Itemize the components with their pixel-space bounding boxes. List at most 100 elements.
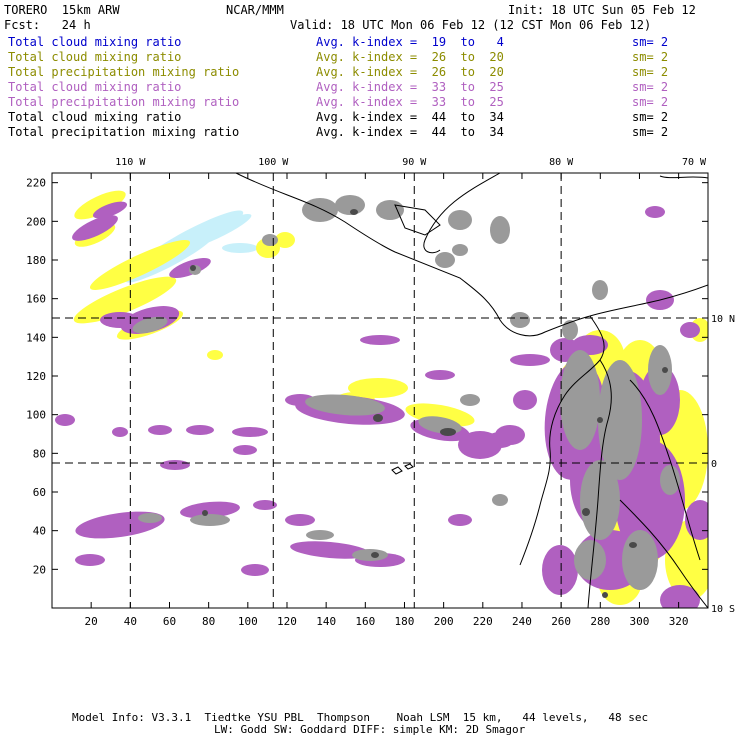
cloud-gray-area: [435, 252, 455, 268]
precip-yellow-area: [73, 276, 177, 324]
latitude-label: 10 N: [711, 314, 735, 325]
x-tick-label: 300: [630, 615, 650, 628]
precip-purple-area: [510, 354, 550, 366]
precip-purple-area: [645, 206, 665, 218]
x-tick-label: 80: [202, 615, 215, 628]
precip-yellow-area: [74, 190, 126, 220]
x-tick-label: 60: [163, 615, 176, 628]
precip-purple-area: [572, 335, 608, 355]
precip-purple-area: [100, 312, 140, 328]
x-tick-label: 240: [512, 615, 532, 628]
latitude-label: 0: [711, 459, 717, 470]
legend-k-index: Avg. k-index = 26 to 20: [316, 65, 504, 79]
precip-purple-area: [241, 564, 269, 576]
precip-purple-area: [660, 585, 700, 608]
latitude-label: 10 S: [711, 604, 735, 615]
precip-purple-area: [513, 390, 537, 410]
cloud-gray-area: [648, 345, 672, 395]
coastline-segment: [587, 359, 612, 608]
precip-purple-area: [75, 554, 105, 566]
x-tick-label: 180: [395, 615, 415, 628]
legend-smoothing: sm= 2: [632, 35, 669, 49]
legend-k-index: Avg. k-index = 26 to 20: [316, 50, 504, 64]
precip-purple-area: [253, 500, 277, 510]
legend-k-index: Avg. k-index = 33 to 25: [316, 95, 504, 109]
precip-purple-area: [685, 500, 708, 540]
coastline-segment: [404, 463, 414, 470]
y-tick-label: 100: [26, 409, 46, 422]
precip-yellow-area: [89, 240, 191, 290]
legend-smoothing: sm= 2: [632, 80, 669, 94]
coastline-segment: [629, 379, 701, 561]
cloud-gray-area: [335, 195, 365, 215]
cloud-core: [582, 508, 590, 516]
grid-lines: [52, 173, 708, 608]
precip-purple-area: [448, 514, 472, 526]
coastline-segment: [235, 173, 708, 337]
cloud-core: [350, 209, 358, 215]
cloud-light-area: [222, 243, 258, 253]
coastline-segment: [423, 173, 501, 254]
coastline-segment: [391, 466, 403, 475]
forecast-hour: Fcst: 24 h: [4, 18, 91, 32]
longitude-label: 110 W: [115, 157, 146, 168]
coastlines: [235, 173, 708, 608]
cloud-core: [662, 367, 668, 373]
legend-field: Total precipitation mixing ratio: [8, 95, 240, 109]
legend-k-index: Avg. k-index = 19 to 4: [316, 35, 504, 49]
cloud-gray-area: [302, 198, 338, 222]
legend-field: Total cloud mixing ratio: [8, 110, 182, 124]
cloud-gray-area: [138, 513, 162, 523]
y-tick-label: 220: [26, 177, 46, 190]
cloud-gray-area: [580, 460, 620, 540]
axis-ticks: [52, 173, 708, 608]
cloud-core: [373, 414, 383, 422]
x-tick-label: 260: [551, 615, 571, 628]
longitude-label: 100 W: [258, 157, 289, 168]
cloud-core: [629, 542, 637, 548]
cloud-core: [371, 552, 379, 558]
coastline-segment: [519, 315, 605, 566]
coastline-segment: [619, 499, 708, 608]
y-tick-label: 200: [26, 215, 46, 228]
precip-purple-area: [92, 201, 128, 219]
cloud-gray-area: [452, 244, 468, 256]
legend-smoothing: sm= 2: [632, 110, 669, 124]
legend-k-index: Avg. k-index = 33 to 25: [316, 80, 504, 94]
cloud-gray-area: [492, 494, 508, 506]
org-label: NCAR/MMM: [226, 3, 284, 17]
x-tick-label: 160: [355, 615, 375, 628]
y-tick-label: 60: [33, 486, 46, 499]
precip-purple-area: [75, 511, 165, 539]
precip-yellow-area: [275, 232, 295, 248]
longitude-label: 80 W: [549, 157, 574, 168]
legend-field: Total precipitation mixing ratio: [8, 125, 240, 139]
precip-purple-area: [232, 427, 268, 437]
precip-yellow-area: [207, 350, 223, 360]
legend-smoothing: sm= 2: [632, 65, 669, 79]
precip-purple-area: [72, 215, 118, 241]
footer-model-info: Model Info: V3.3.1 Tiedtke YSU PBL Thomp…: [72, 711, 649, 724]
x-tick-label: 120: [277, 615, 297, 628]
legend-field: Total cloud mixing ratio: [8, 50, 182, 64]
y-tick-label: 40: [33, 525, 46, 538]
precip-purple-area: [425, 370, 455, 380]
legend-k-index: Avg. k-index = 44 to 34: [316, 110, 504, 124]
cloud-gray-area: [448, 210, 472, 230]
y-tick-label: 80: [33, 447, 46, 460]
x-tick-label: 140: [316, 615, 336, 628]
precip-purple-area: [285, 514, 315, 526]
y-tick-label: 120: [26, 370, 46, 383]
footer-physics-info: LW: Godd SW: Goddard DIFF: simple KM: 2D…: [214, 723, 526, 736]
precip-purple-area: [160, 460, 190, 470]
y-tick-label: 180: [26, 254, 46, 267]
y-tick-label: 20: [33, 563, 46, 576]
x-tick-label: 40: [124, 615, 137, 628]
cloud-gray-area: [190, 514, 230, 526]
precip-purple-area: [112, 427, 128, 437]
x-tick-label: 200: [434, 615, 454, 628]
precip-purple-area: [360, 335, 400, 345]
longitude-label: 70 W: [682, 157, 707, 168]
legend-field: Total cloud mixing ratio: [8, 35, 182, 49]
x-tick-label: 320: [669, 615, 689, 628]
